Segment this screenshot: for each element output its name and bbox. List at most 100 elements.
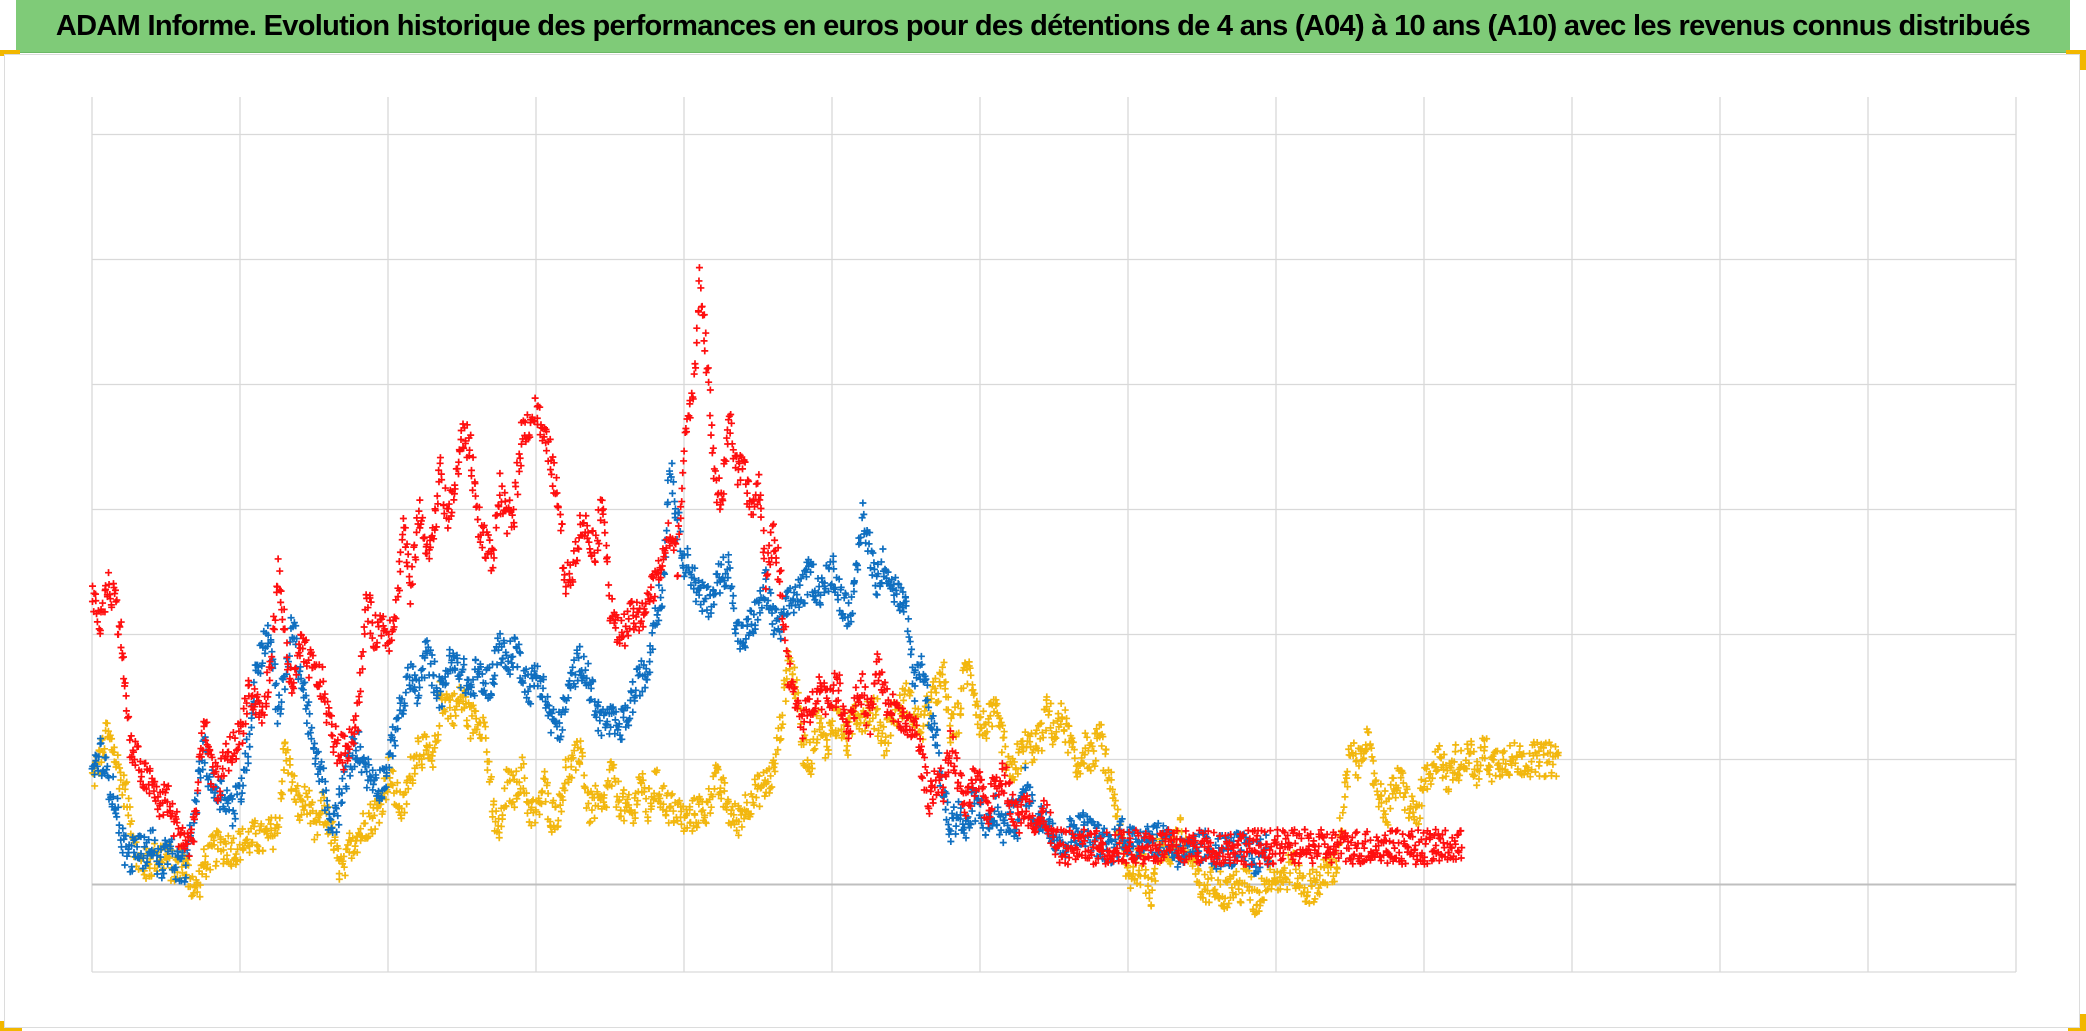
point bbox=[736, 451, 744, 459]
point bbox=[764, 778, 772, 786]
point bbox=[182, 861, 190, 869]
point bbox=[191, 796, 199, 804]
point bbox=[669, 807, 677, 815]
point bbox=[659, 800, 667, 808]
point bbox=[861, 683, 869, 691]
point bbox=[631, 814, 639, 822]
point bbox=[1129, 863, 1137, 871]
point bbox=[172, 863, 180, 871]
point bbox=[565, 570, 573, 578]
point bbox=[335, 821, 343, 829]
point bbox=[1245, 883, 1253, 891]
point bbox=[1129, 870, 1137, 878]
point bbox=[1443, 766, 1451, 774]
point bbox=[714, 766, 722, 774]
point bbox=[911, 697, 919, 705]
point bbox=[944, 798, 952, 806]
point bbox=[320, 764, 328, 772]
point bbox=[102, 582, 110, 590]
point bbox=[996, 831, 1004, 839]
point bbox=[246, 842, 254, 850]
point bbox=[498, 482, 506, 490]
point bbox=[309, 807, 317, 815]
corner-accent-bottom-right bbox=[2080, 1014, 2086, 1031]
point bbox=[1394, 784, 1402, 792]
point bbox=[120, 771, 128, 779]
point bbox=[99, 599, 107, 607]
point bbox=[700, 337, 708, 345]
point bbox=[771, 760, 779, 768]
point bbox=[167, 842, 175, 850]
point bbox=[121, 861, 129, 869]
point bbox=[823, 736, 831, 744]
point bbox=[772, 750, 780, 758]
point bbox=[683, 824, 691, 832]
point bbox=[236, 856, 244, 864]
point bbox=[559, 796, 567, 804]
point bbox=[292, 622, 300, 630]
point bbox=[620, 786, 628, 794]
point bbox=[1490, 756, 1498, 764]
point bbox=[1381, 810, 1389, 818]
point bbox=[777, 566, 785, 574]
point bbox=[1531, 768, 1539, 776]
point bbox=[238, 774, 246, 782]
point bbox=[1343, 768, 1351, 776]
point bbox=[717, 795, 725, 803]
point bbox=[553, 823, 561, 831]
point bbox=[679, 469, 687, 477]
point bbox=[1230, 871, 1238, 879]
point bbox=[537, 800, 545, 808]
point bbox=[286, 755, 294, 763]
point bbox=[658, 586, 666, 594]
point bbox=[845, 599, 853, 607]
point bbox=[251, 817, 259, 825]
point bbox=[233, 790, 241, 798]
point bbox=[303, 810, 311, 818]
point bbox=[620, 817, 628, 825]
point bbox=[904, 615, 912, 623]
point bbox=[664, 519, 672, 527]
point bbox=[231, 810, 239, 818]
point bbox=[653, 766, 661, 774]
point bbox=[496, 469, 504, 477]
point bbox=[591, 782, 599, 790]
point bbox=[365, 809, 373, 817]
point bbox=[709, 444, 717, 452]
point bbox=[1333, 863, 1341, 871]
point bbox=[1009, 791, 1017, 799]
point bbox=[259, 659, 267, 667]
chart-frame bbox=[4, 54, 2080, 1028]
point bbox=[226, 733, 234, 741]
point bbox=[565, 778, 573, 786]
point bbox=[473, 725, 481, 733]
point bbox=[1046, 809, 1054, 817]
point bbox=[1206, 890, 1214, 898]
series-2 bbox=[88, 264, 1466, 868]
point bbox=[1216, 880, 1224, 888]
point bbox=[120, 675, 128, 683]
point bbox=[859, 499, 867, 507]
point bbox=[157, 853, 165, 861]
point bbox=[450, 721, 458, 729]
point bbox=[460, 704, 468, 712]
point bbox=[522, 789, 530, 797]
point bbox=[1442, 772, 1450, 780]
point bbox=[303, 701, 311, 709]
point bbox=[266, 676, 274, 684]
point bbox=[236, 841, 244, 849]
point bbox=[106, 731, 114, 739]
point bbox=[917, 728, 925, 736]
point bbox=[1554, 751, 1562, 759]
point bbox=[988, 722, 996, 730]
point bbox=[1013, 740, 1021, 748]
point bbox=[1415, 820, 1422, 828]
point bbox=[155, 860, 163, 868]
point bbox=[313, 831, 321, 839]
point bbox=[899, 696, 907, 704]
point bbox=[511, 479, 519, 487]
point bbox=[1486, 763, 1494, 771]
point bbox=[277, 795, 285, 803]
point bbox=[89, 582, 97, 590]
point bbox=[591, 814, 599, 822]
